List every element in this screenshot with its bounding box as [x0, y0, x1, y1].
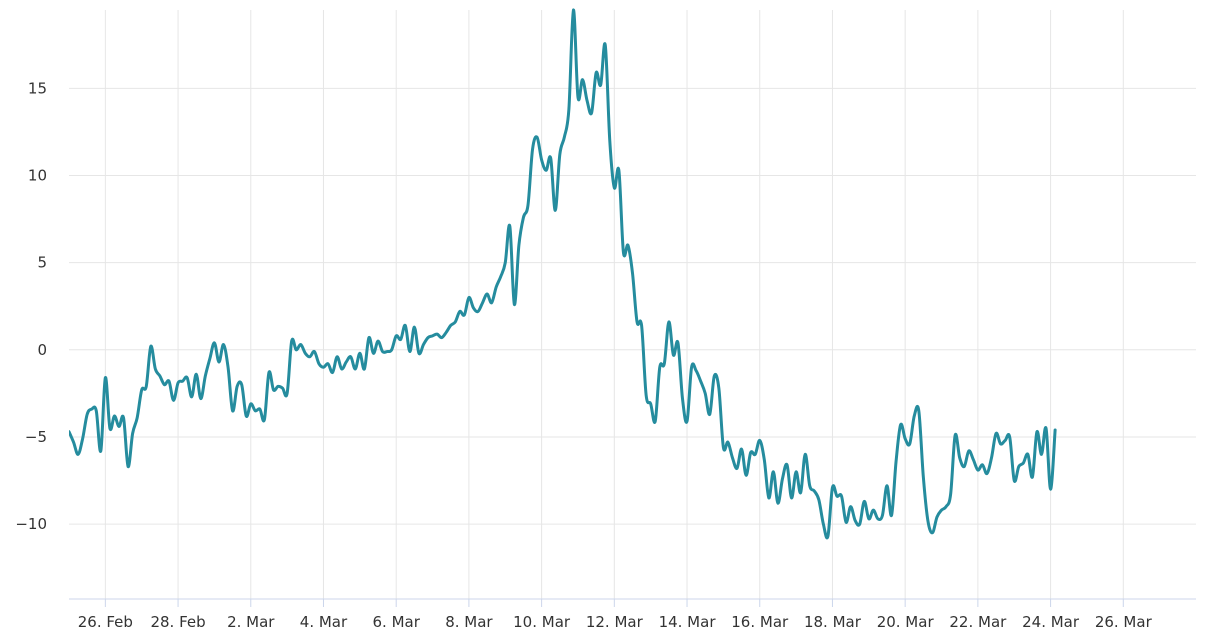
y-tick-label: 10	[28, 167, 47, 185]
x-tick-label: 12. Mar	[586, 613, 644, 631]
y-tick-label: 0	[37, 341, 47, 359]
x-tick-label: 2. Mar	[227, 613, 275, 631]
x-tick-label: 26. Feb	[78, 613, 133, 631]
x-tick-label: 8. Mar	[445, 613, 493, 631]
y-tick-label: −10	[15, 515, 47, 533]
x-tick-label: 28. Feb	[150, 613, 205, 631]
series-line-0	[69, 8, 1057, 540]
x-tick-label: 24. Mar	[1022, 613, 1080, 631]
grid-layer	[69, 10, 1196, 599]
x-tick-label: 26. Mar	[1095, 613, 1153, 631]
x-tick-label: 16. Mar	[731, 613, 789, 631]
tick-label-layer: 15 10 5 0 −5 −10 26. Feb 28. Feb 2. Mar 4. Mar 6. …	[15, 79, 1152, 631]
axis-layer	[69, 598, 1196, 607]
y-tick-label: −5	[25, 428, 47, 446]
x-tick-label: 20. Mar	[877, 613, 935, 631]
x-tick-label: 10. Mar	[513, 613, 571, 631]
x-tick-label: 22. Mar	[949, 613, 1007, 631]
x-tick-label: 14. Mar	[659, 613, 717, 631]
series-layer	[69, 8, 1057, 540]
x-tick-label: 4. Mar	[300, 613, 348, 631]
y-tick-label: 15	[28, 79, 47, 97]
x-tick-label: 18. Mar	[804, 613, 862, 631]
x-tick-label: 6. Mar	[372, 613, 420, 631]
y-tick-label: 5	[37, 254, 47, 272]
